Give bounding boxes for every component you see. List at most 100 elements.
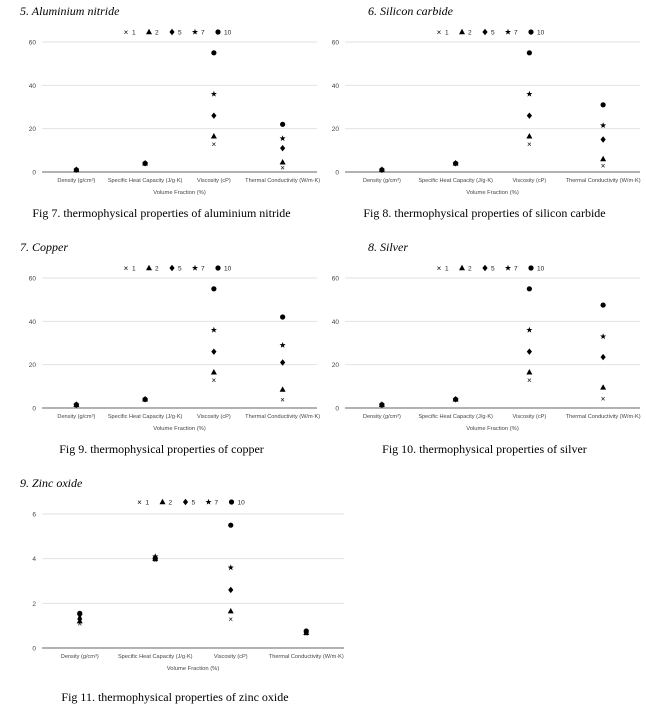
legend-label: 5	[491, 265, 495, 272]
chart-panel-silicon-carbide: 6. Silicon carbide 0 20 40 60 Density (g/cm³…	[323, 0, 646, 232]
data-point-diamond	[228, 586, 234, 594]
data-point-circle	[379, 402, 385, 408]
panel-heading: 6. Silicon carbide	[368, 4, 453, 18]
y-tick-label: 60	[332, 276, 340, 283]
y-tick-label: 0	[32, 406, 36, 413]
data-point-triangle	[279, 386, 286, 392]
legend-marker-triangle	[159, 498, 166, 505]
data-point-star	[600, 122, 607, 129]
legend-marker-star	[504, 28, 512, 35]
data-point-x: ×	[280, 164, 285, 173]
x-tick-label: Specific Heat Capacity (J/g·K)	[108, 178, 183, 184]
x-tick-label: Viscosity (cP)	[214, 654, 248, 660]
legend-label: 5	[178, 29, 182, 36]
data-point-star	[600, 333, 607, 340]
y-tick-label: 20	[29, 362, 37, 369]
legend-marker-circle	[215, 265, 221, 271]
data-point-circle	[600, 102, 606, 108]
chart-panel-aluminium-nitride: 5. Aluminium nitride 0 20 40 60 Density (g/c…	[0, 0, 323, 232]
y-tick-label: 20	[332, 126, 340, 133]
legend-label: 7	[215, 499, 219, 506]
data-point-circle	[453, 396, 459, 402]
data-point-circle	[228, 522, 234, 528]
y-tick-label: 60	[29, 276, 37, 283]
legend-marker-circle	[528, 265, 534, 271]
data-point-diamond	[280, 359, 286, 366]
legend-marker-diamond	[482, 28, 488, 36]
legend-item: 7	[191, 264, 205, 272]
y-tick-label: 40	[332, 319, 340, 326]
legend-marker-diamond	[182, 498, 189, 506]
y-tick-label: 20	[332, 362, 340, 369]
legend-marker-x: ×	[437, 264, 442, 273]
legend-item: 7	[504, 28, 518, 36]
data-point-x: ×	[601, 394, 606, 403]
legend-item: 5	[182, 498, 196, 506]
x-tick-label: Density (g/cm³)	[363, 414, 401, 420]
y-tick-label: 2	[32, 601, 36, 608]
x-axis-label: Volume Fraction (%)	[153, 190, 206, 196]
data-point-diamond	[211, 348, 217, 355]
chart-panel-zinc-oxide: 9. Zinc oxide 0 2 4 6 Density (g/cm³) Specifi…	[0, 472, 350, 718]
data-point-circle	[211, 286, 217, 292]
legend-item: 10	[528, 265, 545, 272]
legend-marker-triangle	[459, 264, 465, 271]
data-point-circle	[142, 160, 148, 166]
chart-panel-copper: 7. Copper 0 20 40 60 Density (g/cm³) Specific…	[0, 236, 323, 468]
x-tick-label: Viscosity (cP)	[197, 178, 231, 184]
y-tick-label: 6	[32, 512, 36, 519]
data-point-circle	[77, 610, 83, 616]
legend-label: 7	[201, 265, 205, 272]
panel-heading: 5. Aluminium nitride	[20, 4, 120, 18]
x-tick-label: Thermal Conductivity (W/m·K)	[566, 414, 641, 420]
x-tick-label: Density (g/cm³)	[363, 178, 401, 184]
legend-marker-diamond	[169, 264, 175, 272]
data-point-circle	[600, 302, 606, 308]
legend-marker-diamond	[169, 28, 175, 36]
x-tick-label: Thermal Conductivity (W/m·K)	[566, 178, 641, 184]
data-point-x: ×	[212, 376, 217, 385]
data-point-circle	[142, 396, 148, 402]
data-point-triangle	[526, 369, 533, 375]
legend-item: 2	[459, 28, 472, 36]
legend-marker-x: ×	[137, 498, 142, 507]
x-axis-label: Volume Fraction (%)	[466, 426, 519, 432]
legend-label: 2	[169, 499, 173, 506]
panel-heading: 7. Copper	[20, 240, 68, 254]
panel-heading: 9. Zinc oxide	[20, 476, 83, 490]
y-tick-label: 0	[32, 646, 36, 653]
legend-item: × 1	[137, 498, 149, 507]
legend-label: 2	[155, 29, 159, 36]
data-point-circle	[280, 121, 286, 127]
legend-label: 1	[445, 29, 449, 36]
y-tick-label: 4	[32, 556, 36, 563]
data-point-star	[210, 326, 217, 333]
legend-item: × 1	[124, 264, 136, 273]
legend-label: 1	[146, 499, 150, 506]
legend-label: 2	[468, 265, 472, 272]
data-point-diamond	[600, 136, 606, 143]
data-point-x: ×	[601, 162, 606, 171]
figure-caption: Fig 11. thermophysical properties of zin…	[61, 690, 289, 704]
legend-item: 5	[482, 28, 495, 36]
legend-item: 10	[228, 499, 245, 506]
legend-item: 2	[459, 264, 472, 272]
x-tick-label: Thermal Conductivity (W/m·K)	[269, 654, 344, 660]
legend-item: 5	[169, 264, 182, 272]
x-axis-label: Volume Fraction (%)	[466, 190, 519, 196]
legend-marker-star	[191, 264, 199, 271]
legend-marker-star	[205, 498, 212, 505]
x-tick-label: Thermal Conductivity (W/m·K)	[245, 414, 320, 420]
legend-marker-triangle	[459, 28, 465, 35]
y-tick-label: 0	[335, 170, 339, 177]
data-point-triangle	[526, 133, 533, 139]
legend-marker-triangle	[146, 264, 152, 271]
y-tick-label: 20	[29, 126, 37, 133]
legend-item: 7	[504, 264, 518, 272]
x-tick-label: Specific Heat Capacity (J/g·K)	[118, 654, 193, 660]
legend-label: 2	[155, 265, 159, 272]
data-point-triangle	[600, 384, 607, 390]
legend-label: 1	[445, 265, 449, 272]
data-point-star	[279, 341, 286, 348]
data-point-triangle	[227, 607, 234, 614]
